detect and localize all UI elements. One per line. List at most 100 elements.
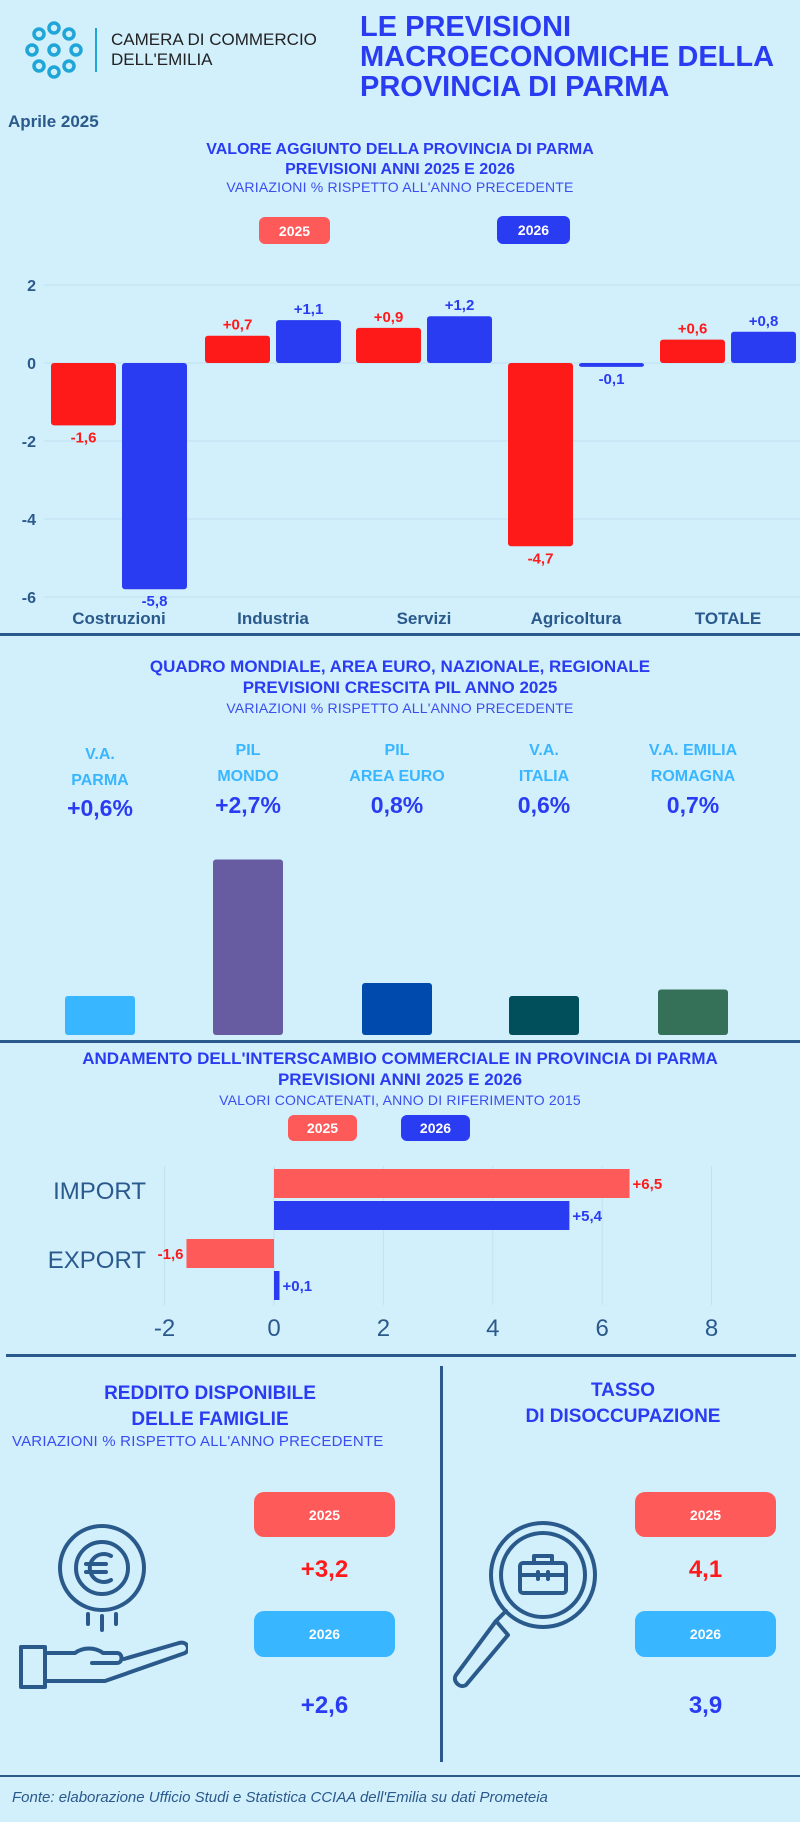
chart2-subtitle: VARIAZIONI % RISPETTO ALL'ANNO PRECEDENT…: [226, 700, 574, 716]
title-line: LE PREVISIONI: [360, 11, 572, 43]
income-2026-label: 2026: [254, 1611, 395, 1657]
vertical-divider: [440, 1366, 443, 1762]
indicator-value: 0,7%: [666, 792, 720, 818]
x-tick-label: 0: [267, 1315, 280, 1342]
chart2-title-line1: QUADRO MONDIALE, AREA EURO, NAZIONALE, R…: [149, 657, 651, 676]
title-line: PROVINCIA DI PARMA: [360, 71, 670, 103]
chart1-subtitle: VARIAZIONI % RISPETTO ALL'ANNO PRECEDENT…: [226, 179, 574, 195]
indicator-label-line: PARMA: [71, 772, 129, 789]
income-2025-value: +3,2: [300, 1556, 349, 1583]
bar-2025: [205, 335, 270, 363]
title-line: MACROECONOMICHE DELLA: [360, 41, 775, 73]
bar-2026: [731, 331, 796, 363]
income-2025-label: 2025: [254, 1492, 395, 1537]
report-date: Aprile 2025: [8, 112, 99, 131]
bar-2025: [274, 1169, 630, 1198]
y-tick-label: -2: [22, 434, 36, 451]
indicator-label-line: V.A.: [529, 742, 559, 759]
data-label: -4,7: [528, 550, 554, 567]
bar-2025: [508, 363, 573, 547]
data-label: +0,1: [282, 1278, 312, 1295]
y-tick-label: -4: [22, 512, 36, 529]
indicator-bar: [362, 983, 432, 1035]
data-label: -1,6: [158, 1246, 184, 1263]
bar-2026: [274, 1271, 280, 1300]
unemployment-2026-value: 3,9: [688, 1692, 723, 1719]
category-label: Industria: [237, 609, 309, 628]
category-label: TOTALE: [695, 609, 761, 628]
footer-divider: [0, 1775, 800, 1777]
indicator-value: +2,7%: [215, 792, 281, 818]
bar-2026: [427, 316, 492, 363]
x-tick-label: 2: [377, 1315, 390, 1342]
chart3-title-line2: PREVISIONI ANNI 2025 E 2026: [277, 1070, 523, 1089]
category-label: Servizi: [397, 609, 452, 628]
y-tick-label: 0: [27, 356, 36, 373]
growth-comparison-chart: [65, 859, 728, 1035]
org-name: CAMERA DI COMMERCIO DELL'EMILIA: [111, 30, 317, 70]
chart1-title-line2: PREVISIONI ANNI 2025 E 2026: [285, 161, 515, 178]
logo-divider: [95, 28, 97, 72]
y-tick-label: 2: [27, 278, 36, 295]
data-label: +0,7: [223, 317, 253, 334]
data-label: +0,6: [678, 321, 708, 338]
bar-2025: [660, 339, 725, 363]
chart2-title: QUADRO MONDIALE, AREA EURO, NAZIONALE, R…: [0, 656, 800, 698]
indicator-label: PIL AREA EURO: [317, 738, 477, 790]
bar-2025: [356, 327, 421, 363]
income-title-line2: DELLE FAMIGLIE: [131, 1409, 289, 1430]
legend-2025: 2025: [288, 1115, 357, 1141]
unemployment-2026-label: 2026: [635, 1611, 776, 1657]
bar-2026: [122, 363, 187, 590]
data-label: -5,8: [142, 593, 168, 610]
magnifier-briefcase-icon: [453, 1521, 597, 1688]
indicator-label: V.A. EMILIA ROMAGNA: [613, 738, 773, 790]
euro-hand-icon: [19, 1524, 188, 1689]
legend-2026: 2026: [401, 1115, 470, 1141]
data-label: +0,9: [374, 309, 404, 326]
section-divider: [6, 1354, 796, 1357]
unemployment-2025-label: 2025: [635, 1492, 776, 1537]
section-divider: [0, 1040, 800, 1043]
indicator-label-line: V.A. EMILIA: [648, 742, 738, 759]
page-title: LE PREVISIONI MACROECONOMICHE DELLA PROV…: [360, 12, 774, 102]
x-tick-label: 8: [705, 1315, 718, 1342]
trade-chart: -2 0 2 4 6 8 IMPORT +6,5 +5,4 EXPORT -1,6 +0,1: [48, 1166, 718, 1342]
indicator-label-line: ITALIA: [518, 768, 570, 785]
indicator-bar: [213, 859, 283, 1035]
bar-2026: [579, 363, 644, 367]
unemployment-title-line1: TASSO: [590, 1380, 656, 1401]
income-title-line1: REDDITO DISPONIBILE: [104, 1383, 316, 1404]
indicator-bar: [509, 996, 579, 1035]
data-label: +1,1: [294, 301, 324, 318]
legend-2026: 2026: [497, 216, 570, 244]
category-label: Costruzioni: [72, 609, 166, 628]
data-label: -1,6: [71, 429, 97, 446]
indicator-label: V.A. PARMA: [20, 742, 180, 794]
unemployment-title-line2: DI DISOCCUPAZIONE: [525, 1406, 721, 1427]
income-subtitle: VARIAZIONI % RISPETTO ALL'ANNO PRECEDENT…: [12, 1433, 384, 1450]
category-label: EXPORT: [48, 1247, 147, 1274]
income-title: REDDITO DISPONIBILE DELLE FAMIGLIE: [0, 1381, 420, 1433]
section-divider: [0, 633, 800, 636]
indicator-bar: [65, 996, 135, 1035]
data-label: +1,2: [445, 297, 475, 314]
indicator-label: V.A. ITALIA: [464, 738, 624, 790]
indicator-label-line: ROMAGNA: [650, 768, 736, 785]
chart3-title: ANDAMENTO DELL'INTERSCAMBIO COMMERCIALE …: [0, 1048, 800, 1090]
unemployment-2025-value: 4,1: [688, 1556, 723, 1583]
indicator-value: 0,8%: [370, 792, 424, 818]
category-label: IMPORT: [53, 1178, 146, 1205]
bar-2026: [276, 320, 341, 363]
unemployment-title: TASSO DI DISOCCUPAZIONE: [446, 1378, 800, 1430]
source-note: Fonte: elaborazione Ufficio Studi e Stat…: [12, 1789, 548, 1806]
chart3-title-line1: ANDAMENTO DELL'INTERSCAMBIO COMMERCIALE …: [82, 1049, 718, 1068]
y-tick-label: -6: [22, 590, 36, 607]
chart2-title-line2: PREVISIONI CRESCITA PIL ANNO 2025: [242, 678, 558, 697]
x-tick-label: 6: [596, 1315, 609, 1342]
bar-2025: [186, 1239, 274, 1268]
chart1-title-line1: VALORE AGGIUNTO DELLA PROVINCIA DI PARMA: [206, 141, 594, 158]
x-tick-label: 4: [486, 1315, 499, 1342]
bar-2026: [274, 1201, 570, 1230]
